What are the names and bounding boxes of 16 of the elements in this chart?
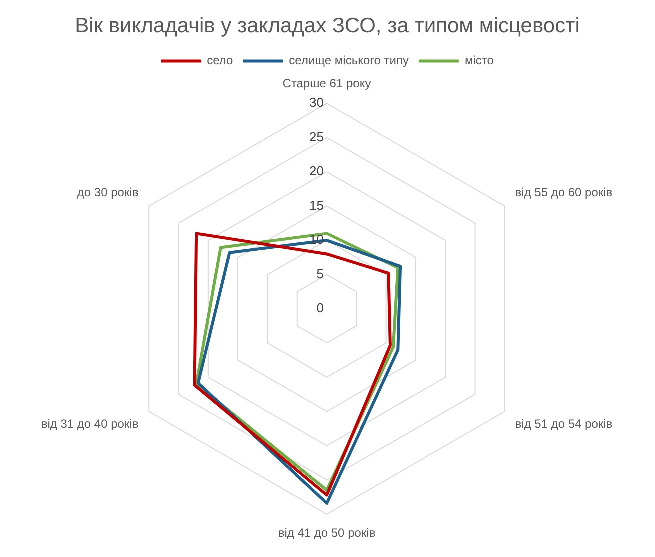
spoke-label: від 51 до 54 років xyxy=(515,417,613,432)
y-tick-label: 30 xyxy=(310,95,324,110)
spoke-label: від 31 до 40 років xyxy=(41,417,139,432)
legend-label: село xyxy=(207,54,234,68)
legend-label: місто xyxy=(464,54,494,68)
spoke-label: від 55 до 60 років xyxy=(515,185,613,200)
spoke-label: від 41 до 50 років xyxy=(278,526,376,540)
y-tick-label: 5 xyxy=(316,266,324,282)
y-tick-label: 25 xyxy=(310,129,324,144)
y-tick-label: 15 xyxy=(310,198,324,213)
y-tick-label: 20 xyxy=(310,164,324,179)
spoke-label: Старше 61 року xyxy=(282,76,372,91)
chart-title: Вік викладачів у закладах ЗСО, за типом місцевості xyxy=(75,14,580,38)
legend-label: селище міського типу xyxy=(289,54,409,68)
spoke-label: до 30 років xyxy=(77,185,139,200)
y-tick-label: 0 xyxy=(316,300,324,316)
